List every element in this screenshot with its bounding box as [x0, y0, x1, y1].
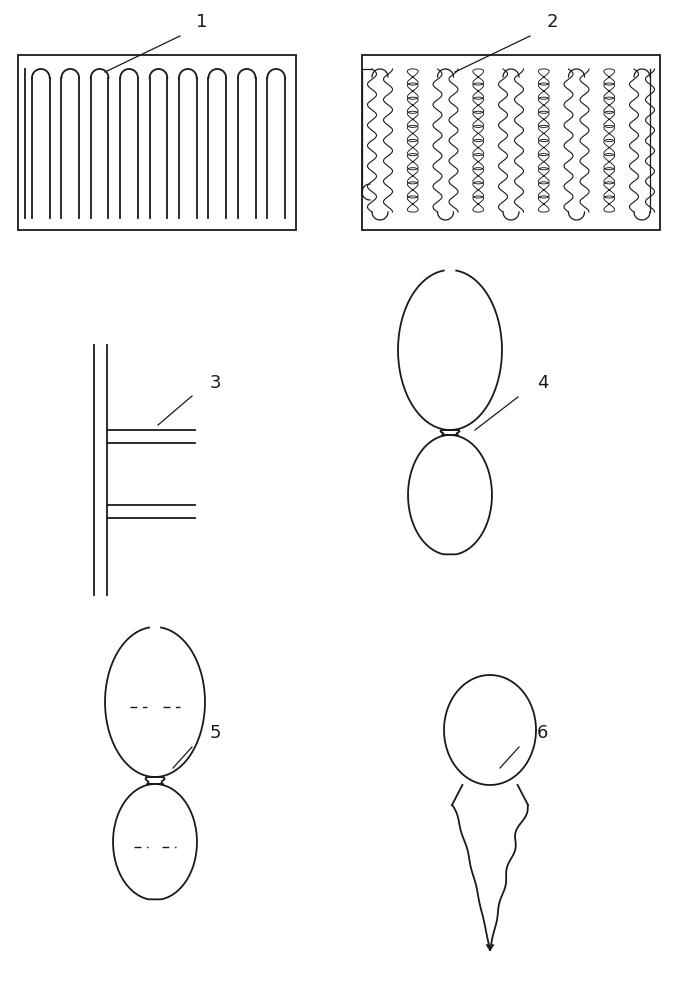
- Bar: [18, 55, 296, 230]
- Text: 4: 4: [537, 374, 549, 392]
- Text: 2: 2: [547, 13, 559, 31]
- Text: 1: 1: [196, 13, 207, 31]
- Text: 6: 6: [537, 724, 549, 742]
- Bar: [362, 55, 660, 230]
- Text: 5: 5: [210, 724, 222, 742]
- Text: 3: 3: [210, 374, 222, 392]
